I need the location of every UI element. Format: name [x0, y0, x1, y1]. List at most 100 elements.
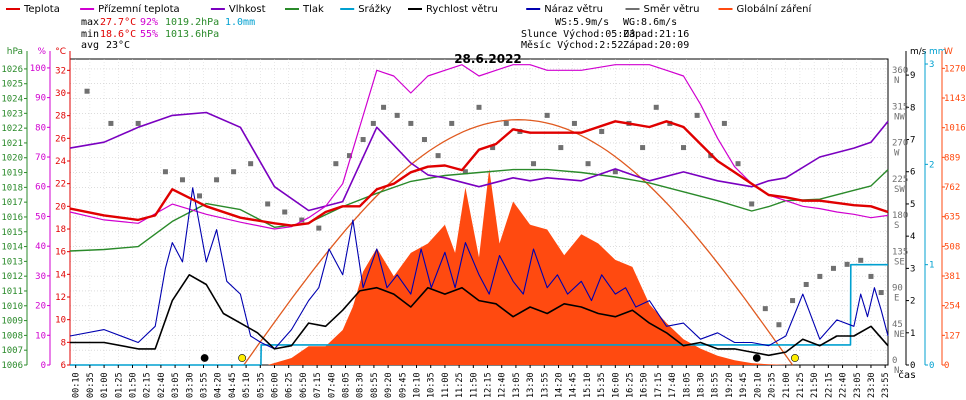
x-tick-label-53: 22:15: [824, 372, 834, 398]
stats-ws: WS:5.9m/s: [555, 17, 609, 28]
wind-dir-point-5: [197, 193, 203, 199]
legend-label-5: Rychlost větru: [426, 3, 498, 15]
wind-dir-point-10: [282, 209, 288, 215]
w-tick-label-3: 381: [944, 272, 960, 282]
stats-sun-set: Západ:21:16: [623, 28, 689, 40]
stats-wg: WG:8.6m/s: [623, 17, 677, 28]
x-tick-label-37: 15:35: [597, 372, 607, 398]
wind-dir-point-25: [490, 145, 496, 151]
wind-dir-point-40: [694, 112, 700, 118]
hpa-tick-label-11: 1017: [1, 198, 23, 208]
wind-dir-point-49: [817, 273, 823, 279]
wind-dir-point-50: [830, 265, 836, 271]
legend-label-8: Globální záření: [737, 3, 813, 15]
hpa-tick-label-0: 1006: [1, 361, 23, 371]
dir-card-2: E: [894, 294, 899, 304]
wind-dir-point-24: [476, 104, 482, 110]
wind-dir-point-1: [108, 120, 114, 126]
x-tick-label-5: 02:15: [143, 372, 153, 398]
x-tick-label-31: 13:05: [512, 372, 522, 398]
dir-card-6: W: [894, 149, 900, 159]
wind-dir-point-14: [346, 153, 352, 159]
x-tick-label-33: 13:55: [540, 372, 550, 398]
dir-card-0: N: [894, 366, 899, 376]
x-tick-label-34: 14:20: [555, 372, 565, 398]
wind-dir-point-0: [84, 88, 90, 94]
celsius-axis-title: °C: [55, 47, 66, 57]
hpa-tick-label-8: 1014: [1, 243, 23, 253]
dir-deg-7: 315: [892, 102, 908, 112]
w-tick-label-8: 1016: [944, 124, 966, 134]
x-tick-label-57: 23:55: [881, 372, 891, 398]
hpa-tick-label-10: 1016: [1, 213, 23, 223]
hpa-tick-label-1: 1007: [1, 346, 23, 356]
wind-dir-point-11: [299, 217, 305, 223]
legend-label-2: Vlhkost: [229, 4, 266, 15]
x-tick-label-22: 09:20: [384, 372, 394, 398]
series-line-sr-ky: [70, 263, 888, 366]
celsius-tick-label-3: 12: [55, 293, 66, 303]
wind-dir-point-48: [803, 281, 809, 287]
hpa-tick-label-9: 1015: [1, 228, 23, 238]
x-tick-label-2: 01:00: [100, 372, 110, 398]
w-tick-label-2: 254: [944, 302, 960, 312]
hpa-tick-label-18: 1024: [1, 95, 23, 105]
pct-tick-label-4: 40: [35, 242, 46, 252]
dir-card-8: N: [894, 76, 899, 86]
ms-axis-title: m/s: [910, 47, 927, 57]
pct-tick-label-5: 50: [35, 212, 46, 222]
wind-dir-point-19: [408, 120, 414, 126]
x-tick-label-19: 08:05: [342, 372, 352, 398]
x-tick-label-55: 23:05: [853, 372, 863, 398]
celsius-tick-label-9: 24: [55, 157, 66, 167]
x-tick-label-41: 17:15: [654, 372, 664, 398]
plot-area: [69, 64, 889, 366]
x-tick-label-0: 00:10: [72, 372, 82, 398]
pct-tick-label-2: 20: [35, 302, 46, 312]
wind-dir-point-18: [394, 112, 400, 118]
stats-min-hum: 55%: [140, 29, 158, 40]
series-line-teplota: [69, 120, 889, 227]
x-tick-label-46: 19:20: [725, 372, 735, 398]
wind-dir-point-36: [640, 145, 646, 151]
wind-dir-point-2: [135, 120, 141, 126]
hpa-tick-label-7: 1013: [1, 257, 23, 267]
ms-tick-label-9: 9: [910, 71, 915, 81]
x-tick-label-20: 08:30: [356, 372, 366, 398]
celsius-tick-label-1: 8: [61, 338, 66, 348]
x-tick-label-43: 18:05: [682, 372, 692, 398]
stats-avg-temp: 23°C: [106, 40, 130, 51]
wind-dir-point-44: [749, 201, 755, 207]
x-tick-label-48: 20:10: [753, 372, 763, 398]
hpa-tick-label-20: 1026: [1, 65, 23, 75]
celsius-tick-label-12: 30: [55, 89, 66, 99]
stats-min-temp: 18.6°C: [100, 29, 136, 40]
wind-dir-point-34: [612, 169, 618, 175]
wind-dir-point-53: [868, 273, 874, 279]
stats-max-hum: 92%: [140, 17, 158, 28]
wind-dir-point-23: [462, 169, 468, 175]
hpa-axis-title: hPa: [7, 47, 23, 57]
hpa-tick-label-4: 1010: [1, 302, 23, 312]
wind-dir-point-43: [735, 161, 741, 167]
wind-dir-point-3: [162, 169, 168, 175]
mm-tick-label-2: 2: [929, 160, 934, 170]
x-tick-label-18: 07:40: [327, 372, 337, 398]
dir-deg-6: 270: [892, 139, 908, 149]
wind-dir-point-33: [599, 128, 605, 134]
celsius-tick-label-7: 20: [55, 202, 66, 212]
marker-0: [200, 354, 209, 362]
celsius-tick-label-8: 22: [55, 180, 66, 190]
marker-1: [238, 354, 247, 362]
marker-2: [752, 354, 761, 362]
w-tick-label-0: 0: [944, 361, 949, 371]
x-tick-label-13: 05:35: [256, 372, 266, 398]
stats-max-label: max: [81, 17, 99, 28]
x-tick-label-12: 05:10: [242, 372, 252, 398]
pct-tick-label-10: 100: [30, 64, 46, 74]
wind-dir-point-32: [585, 161, 591, 167]
stats-max-press: 1019.2hPa: [165, 17, 219, 28]
stats-sun: Slunce Východ:05:03: [521, 28, 635, 40]
